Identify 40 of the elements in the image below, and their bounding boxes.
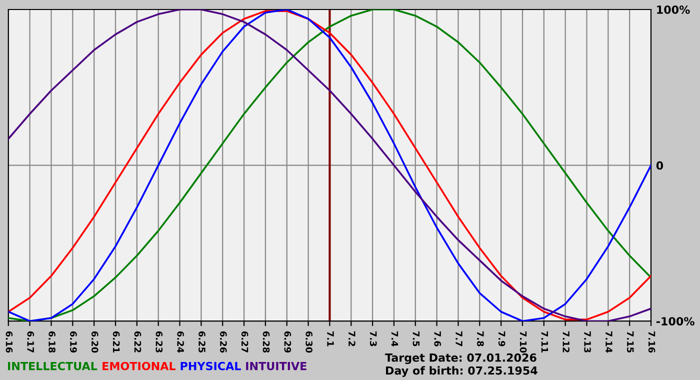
x-tick-label: 7.7 bbox=[456, 331, 462, 346]
text: INTELLECTUAL bbox=[8, 362, 98, 370]
y-tick-label: 100% bbox=[657, 5, 690, 14]
x-tick-label: 7.13 bbox=[584, 331, 591, 352]
text: PHYSICAL bbox=[180, 362, 241, 370]
x-tick-label: 7.2 bbox=[348, 331, 356, 346]
x-tick-label: 6.25 bbox=[198, 331, 206, 352]
x-tick-label: 6.22 bbox=[134, 331, 142, 352]
x-tick-label: 6.30 bbox=[306, 331, 312, 353]
x-tick-label: 7.4 bbox=[391, 331, 398, 346]
x-tick-label: 7.11 bbox=[541, 331, 548, 352]
x-tick-label: 7.15 bbox=[626, 331, 634, 352]
x-tick-label: 6.17 bbox=[27, 331, 34, 352]
x-tick-label: 6.26 bbox=[220, 331, 227, 353]
x-tick-label: 6.19 bbox=[70, 331, 77, 353]
x-tick-label: 7.6 bbox=[434, 331, 441, 346]
x-tick-label: 7.10 bbox=[520, 331, 527, 353]
x-tick-label: 6.21 bbox=[112, 331, 120, 352]
x-tick-label: 7.16 bbox=[648, 331, 656, 353]
x-tick-label: 6.24 bbox=[177, 331, 184, 353]
x-tick-label: 7.5 bbox=[412, 331, 420, 346]
x-tick-label: 6.18 bbox=[48, 331, 56, 353]
x-tick-label: 7.3 bbox=[370, 331, 377, 346]
x-tick-label: 6.27 bbox=[241, 331, 248, 352]
x-tick-label: 7.14 bbox=[606, 331, 612, 353]
x-tick-label: 7.8 bbox=[477, 331, 484, 346]
y-tick-label: -100% bbox=[656, 317, 694, 326]
x-tick-label: 7.1 bbox=[327, 331, 334, 346]
text: INTUITIVE bbox=[246, 362, 306, 370]
text: Day of birth: 07.25.1954 bbox=[386, 366, 538, 377]
x-tick-label: 7.9 bbox=[498, 331, 506, 346]
text: EMOTIONAL bbox=[102, 362, 176, 370]
x-tick-label: 6.29 bbox=[284, 331, 292, 353]
y-tick-label: 0 bbox=[656, 161, 664, 170]
x-tick-label: 6.23 bbox=[156, 331, 163, 352]
x-tick-label: 6.28 bbox=[262, 331, 270, 353]
x-tick-label: 7.12 bbox=[562, 331, 570, 352]
x-tick-label: 6.16 bbox=[6, 331, 13, 353]
text: Target Date: 07.01.2026 bbox=[385, 353, 536, 364]
x-tick-label: 6.20 bbox=[91, 331, 98, 353]
